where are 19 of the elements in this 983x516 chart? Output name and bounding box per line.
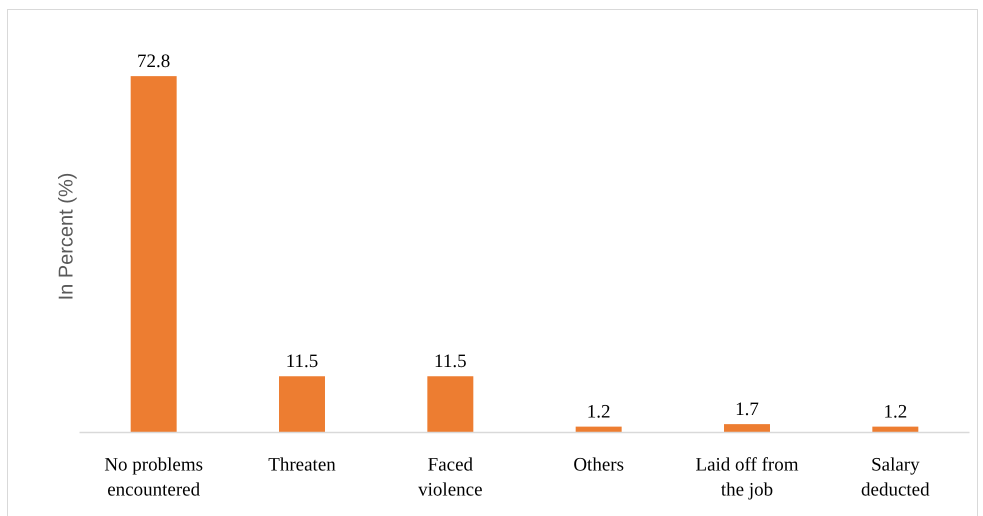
bar <box>279 376 325 432</box>
data-label: 72.8 <box>137 51 170 72</box>
x-tick-label: Laid off from the job <box>695 454 799 501</box>
x-tick-label: Salary deducted <box>861 454 930 501</box>
data-label: 1.2 <box>883 402 908 423</box>
x-tick-label: No problems encountered <box>104 454 204 501</box>
data-label: 1.7 <box>735 399 759 420</box>
data-label: 11.5 <box>434 351 467 372</box>
bar <box>576 426 622 432</box>
x-tick-label: Threaten <box>268 454 336 476</box>
bar <box>130 76 177 432</box>
x-tick-label: Faced violence <box>418 454 483 501</box>
bar <box>724 424 770 432</box>
data-label: 11.5 <box>286 351 318 372</box>
y-axis-title: In Percent (%) <box>56 172 78 300</box>
data-label: 1.2 <box>586 402 611 423</box>
bar <box>872 426 918 432</box>
bar <box>427 376 474 432</box>
x-tick-label: Others <box>573 454 624 476</box>
